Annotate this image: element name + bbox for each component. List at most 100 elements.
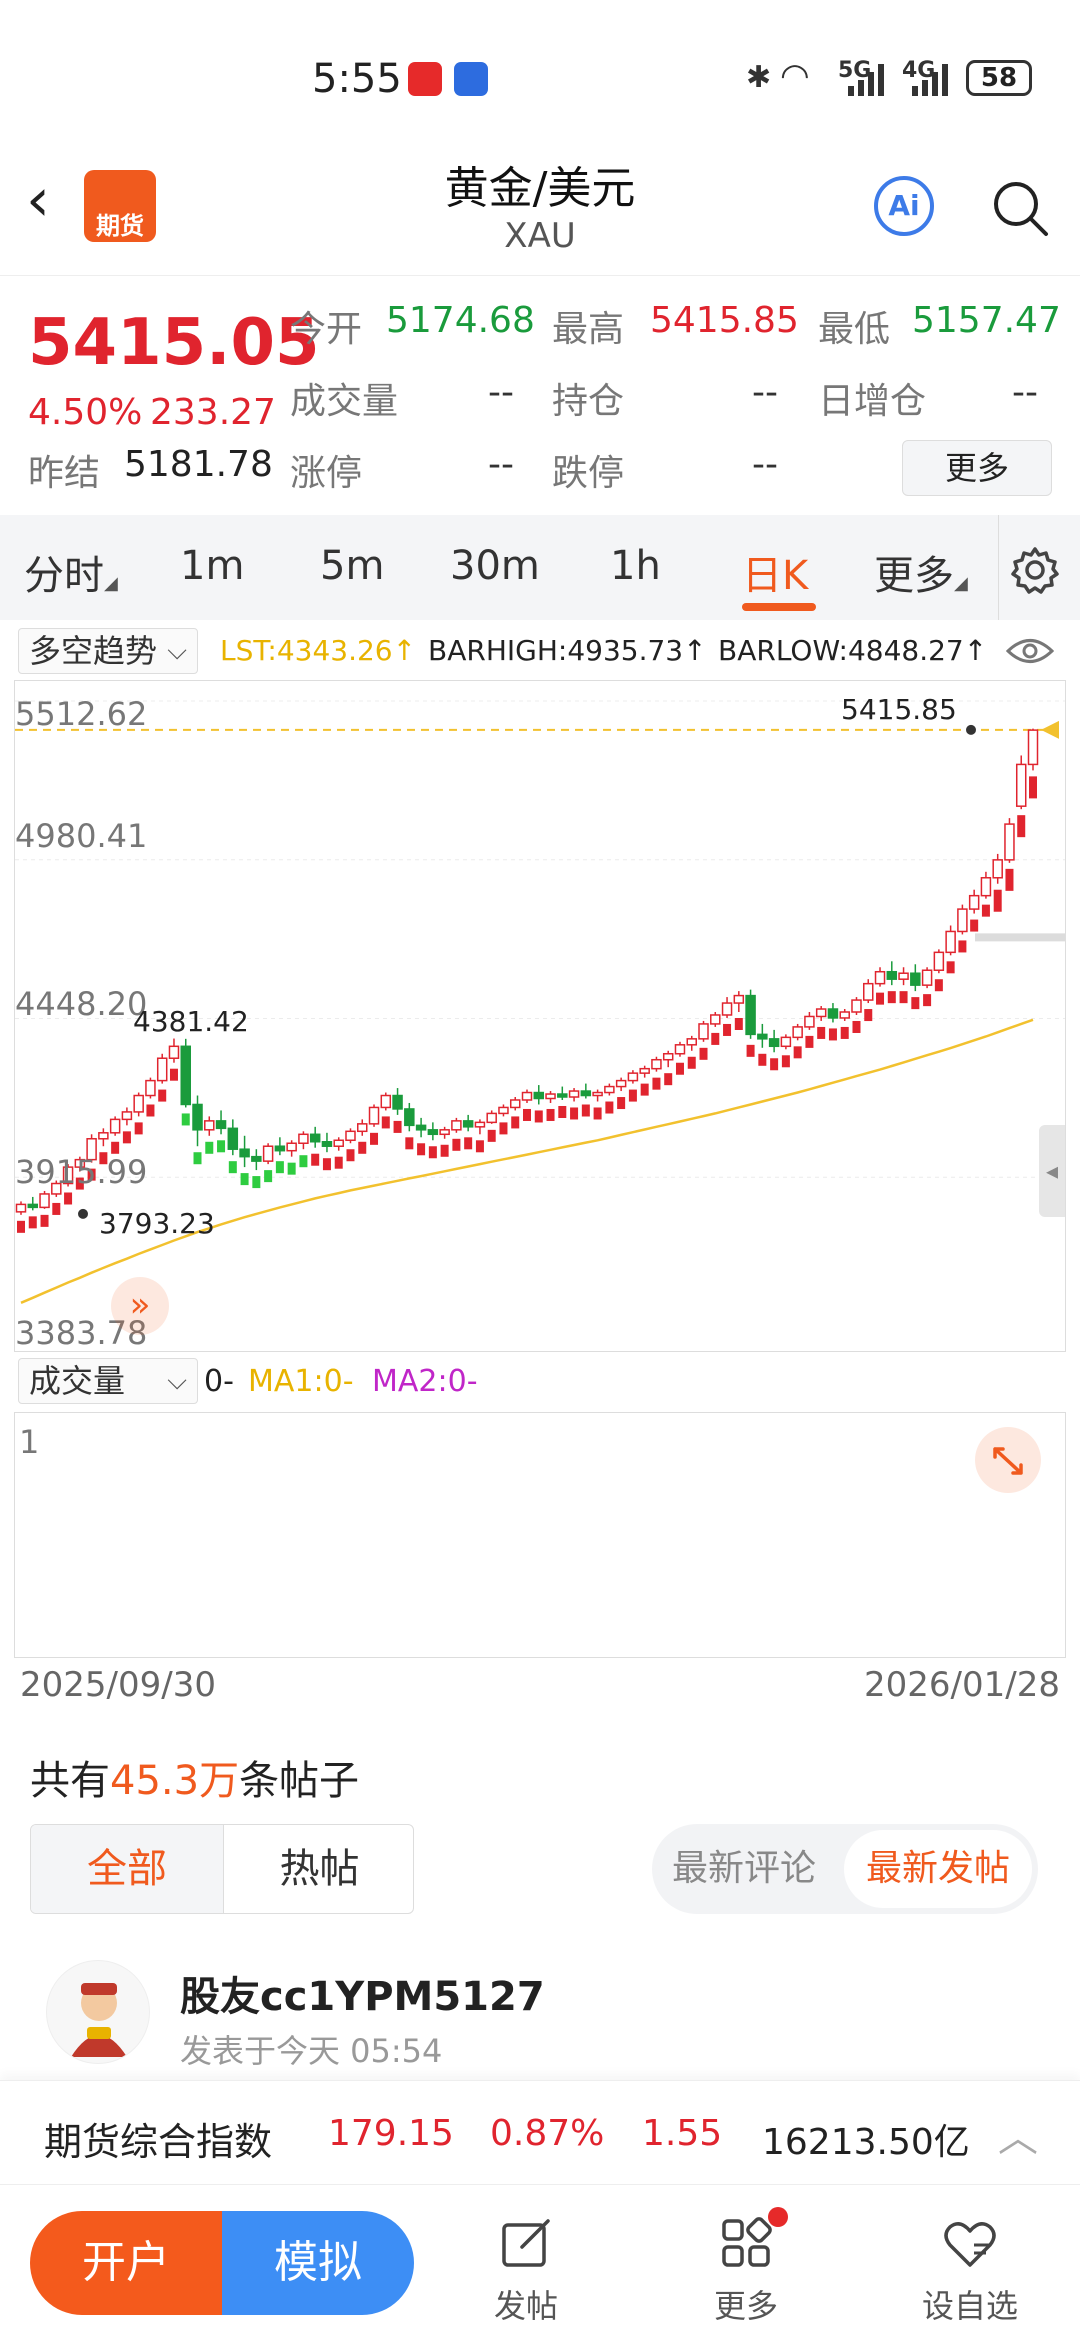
header: ‹ 期货 黄金/美元 XAU Ai	[0, 140, 1080, 275]
candle-body	[333, 1139, 344, 1147]
change-value: 233.27	[150, 392, 276, 433]
candle-body	[321, 1141, 333, 1147]
indicator-selector[interactable]: 多空趋势 ⌵	[18, 628, 198, 674]
trend-marker	[911, 997, 920, 1010]
candle-body	[604, 1085, 615, 1094]
candle-body	[368, 1106, 380, 1125]
notification-dot	[768, 2207, 788, 2227]
candle-body	[851, 999, 862, 1013]
candle-body	[451, 1120, 462, 1131]
open-account-button[interactable]: 开户	[30, 2211, 222, 2315]
candle-body	[745, 994, 756, 1036]
kline-chart[interactable]: 5512.62 4980.41 4448.20 3915.99 3383.78 …	[14, 680, 1066, 1352]
daily-oi-value: --	[1012, 372, 1038, 413]
trend-marker	[64, 1192, 73, 1205]
tab-5m[interactable]: 5m	[320, 543, 385, 589]
low-price-label: 3793.23	[99, 1207, 215, 1240]
trend-marker	[793, 1046, 802, 1059]
limit-down-label: 跌停	[552, 453, 625, 494]
y-tick-label: 4448.20	[15, 985, 148, 1023]
candle-body	[204, 1120, 215, 1131]
period-tabs: 分时◢ 1m 5m 30m 1h 日K 更多◢	[0, 515, 1080, 620]
fullscreen-button[interactable]	[975, 1427, 1041, 1493]
x-axis-start: 2025/09/30	[20, 1665, 216, 1705]
candle-body	[192, 1103, 203, 1131]
trend-marker	[758, 1053, 767, 1066]
candle-body	[439, 1129, 450, 1136]
account-simulate-group: 开户 模拟	[30, 2211, 414, 2315]
tab-more[interactable]: 更多◢	[874, 553, 968, 599]
candle-body	[557, 1093, 568, 1098]
trend-marker	[393, 1120, 402, 1133]
post-username[interactable]: 股友cc1YPM5127	[180, 1974, 545, 2020]
tab-daily-k[interactable]: 日K	[742, 553, 809, 599]
trend-marker	[87, 1168, 96, 1181]
candle-body	[627, 1072, 639, 1082]
filter-hot-button[interactable]: 热帖	[223, 1825, 413, 1913]
simulate-button[interactable]: 模拟	[222, 2211, 414, 2315]
high-marker-icon	[1041, 720, 1059, 739]
index-ticker[interactable]: 期货综合指数 179.15 0.87% 1.55 16213.50亿 ︿	[0, 2080, 1080, 2185]
volume-indicator-bar: 成交量 ⌵ 0- MA1:0- MA2:0-	[0, 1352, 1080, 1410]
tab-timeshare[interactable]: 分时◢	[24, 553, 118, 599]
trend-marker	[358, 1141, 367, 1154]
more-quote-button[interactable]: 更多	[902, 440, 1052, 496]
search-icon[interactable]	[990, 178, 1050, 238]
candle-body	[15, 1203, 27, 1213]
sort-latest-comment[interactable]: 最新评论	[672, 1848, 817, 1889]
candle-body	[486, 1112, 497, 1124]
daily-oi-label: 日增仓	[818, 381, 927, 422]
nav-post[interactable]: 发帖	[456, 2213, 596, 2327]
index-turnover: 16213.50亿	[762, 2122, 970, 2163]
indicator-bar: 多空趋势 ⌵ LST:4343.26↑ BARHIGH:4935.73↑ BARL…	[0, 620, 1080, 680]
low-value: 5157.47	[912, 300, 1061, 341]
candle-body	[274, 1145, 286, 1152]
wifi-icon: ◠	[780, 56, 810, 96]
trend-marker	[734, 1017, 743, 1030]
volume-chart[interactable]: 1	[14, 1412, 1066, 1658]
candle-body	[286, 1142, 297, 1152]
open-interest-label: 持仓	[552, 381, 625, 422]
signal-icon	[848, 64, 884, 96]
side-drawer-handle[interactable]: ◂	[1039, 1125, 1065, 1217]
open-value: 5174.68	[386, 300, 535, 341]
tab-1m[interactable]: 1m	[180, 543, 245, 589]
trend-marker	[252, 1176, 261, 1189]
tab-1h[interactable]: 1h	[610, 543, 661, 589]
candle-body	[498, 1106, 509, 1115]
index-name: 期货综合指数	[44, 2120, 273, 2164]
chevron-down-icon: ⌵	[167, 636, 187, 666]
visibility-eye-icon[interactable]	[1006, 636, 1054, 666]
trend-marker	[240, 1173, 249, 1186]
sort-latest-post[interactable]: 最新发帖	[844, 1830, 1032, 1908]
candle-body	[721, 1002, 733, 1016]
candle-body	[827, 1008, 839, 1019]
post-meta: 发表于今天 05:54	[180, 2032, 443, 2070]
candle-body	[968, 894, 980, 910]
kline-svg	[15, 700, 1065, 1304]
user-avatar[interactable]	[46, 1960, 150, 2064]
bluetooth-icon: ✱	[746, 60, 772, 95]
expand-left-icon[interactable]: »	[111, 1277, 169, 1335]
trend-marker	[158, 1089, 167, 1102]
candle-body	[945, 930, 956, 954]
nav-more[interactable]: 更多	[676, 2207, 816, 2327]
candle-body	[298, 1133, 309, 1144]
candle-body	[427, 1129, 439, 1136]
filter-all-button[interactable]: 全部	[31, 1825, 223, 1913]
settings-gear-icon[interactable]	[1010, 545, 1060, 595]
nav-post-label: 发帖	[493, 2287, 558, 2325]
back-icon[interactable]: ‹	[26, 165, 50, 235]
nav-watchlist[interactable]: 设自选	[900, 2213, 1040, 2327]
ai-assistant-button[interactable]: Ai	[874, 176, 934, 236]
index-percent: 0.87%	[490, 2113, 605, 2154]
trend-marker	[628, 1089, 637, 1102]
tab-30m[interactable]: 30m	[450, 543, 540, 589]
candle-body	[521, 1091, 533, 1101]
volume-selector[interactable]: 成交量 ⌵	[18, 1358, 198, 1404]
chevron-up-icon[interactable]: ︿	[998, 2115, 1038, 2161]
trend-marker	[770, 1058, 779, 1071]
trend-marker	[464, 1137, 473, 1150]
trend-marker	[264, 1170, 273, 1183]
indicator-lst: LST:4343.26↑	[220, 634, 417, 667]
